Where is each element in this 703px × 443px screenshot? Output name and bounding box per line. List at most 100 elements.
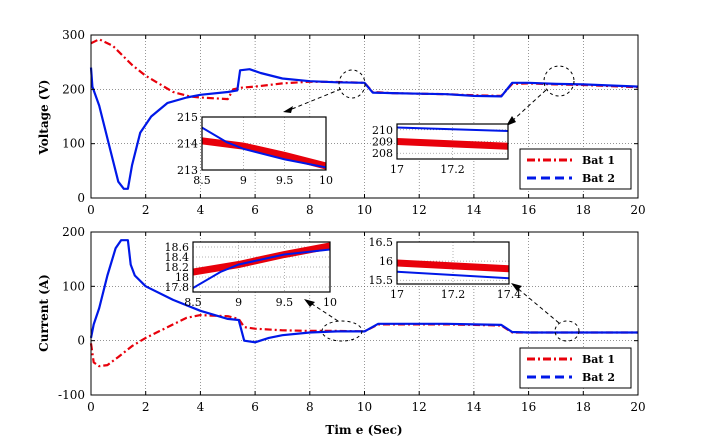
current-y-tick-label: 100 — [62, 279, 85, 293]
current-y-tick-label: -100 — [58, 388, 85, 402]
voltage-legend: Bat 1 Bat 2 — [519, 148, 632, 190]
voltage-x-tick-label: 8 — [306, 203, 314, 217]
voltage-inset-b-y-tick-label: 210 — [372, 124, 393, 137]
current-inset-a-series — [193, 242, 330, 289]
current-x-tick-label: 18 — [576, 400, 591, 414]
voltage-arrowhead-1 — [283, 106, 293, 113]
voltage-inset-a-y-tick-label: 214 — [177, 138, 198, 151]
voltage-arrow-2 — [510, 89, 547, 123]
current-y-tick-label: 0 — [77, 334, 85, 348]
current-inset-a-y-tick-label: 17.8 — [165, 281, 190, 294]
voltage-legend-label-bat2: Bat 2 — [582, 172, 615, 185]
current-x-tick-label: 2 — [142, 400, 150, 414]
current-series — [89, 239, 638, 368]
voltage-x-tick-label: 18 — [576, 203, 591, 217]
current-x-tick-label: 8 — [306, 400, 314, 414]
voltage-inset-b-y-tick-label: 208 — [372, 147, 393, 160]
voltage-inset-a-frame — [201, 116, 327, 171]
voltage-inset-a-x-tick-label: 9 — [240, 174, 247, 187]
current-inset-b-y-tick-label: 15.5 — [369, 274, 394, 287]
voltage-inset-b-x-tick-label: 17.2 — [440, 163, 465, 176]
current-inset-b: 17 17.2 17.4 15.5 16 16.5 — [369, 236, 522, 301]
voltage-inset-a-series — [202, 126, 326, 170]
current-inset-b-x-tick-label: 17 — [390, 288, 404, 301]
current-inset-a-y-tick-label: 18 — [175, 271, 189, 284]
voltage-zoom-circle-2 — [543, 65, 575, 97]
voltage-arrow-1 — [286, 88, 342, 112]
current-legend-box — [519, 347, 632, 389]
voltage-legend-label-bat1: Bat 1 — [582, 154, 615, 167]
current-arrowhead-2 — [511, 283, 522, 291]
current-inset-b-x-tick-label: 17.2 — [441, 288, 466, 301]
current-arrow-1 — [308, 301, 339, 322]
current-inset-a-x-tick-label: 9 — [235, 296, 242, 309]
voltage-inset-b-series-bat1 — [397, 138, 508, 150]
voltage-x-tick-label: 20 — [630, 203, 645, 217]
current-zoom-circle-2 — [554, 320, 580, 342]
current-x-tick-label: 0 — [87, 400, 95, 414]
current-inset-b-series-bat1 — [397, 259, 509, 273]
voltage-inset-a-series-bat2 — [202, 126, 326, 169]
voltage-inset-a-x-tick-label: 8.5 — [193, 174, 211, 187]
voltage-x-tick-label: 0 — [87, 203, 95, 217]
current-legend-label-bat1: Bat 1 — [582, 353, 615, 366]
current-inset-a-y-tick-label: 18.4 — [165, 251, 190, 264]
current-arrow-2 — [515, 286, 560, 324]
voltage-x-tick-label: 10 — [357, 203, 372, 217]
voltage-legend-box — [519, 148, 632, 190]
voltage-inset-a-x-tick-label: 9.5 — [276, 174, 294, 187]
voltage-y-tick-label: 300 — [62, 28, 85, 42]
current-inset-b-x-tick-label: 17.4 — [497, 288, 522, 301]
voltage-series — [89, 38, 639, 190]
voltage-inset-b-y-tick-label: 209 — [372, 136, 393, 149]
voltage-x-tick-label: 4 — [197, 203, 205, 217]
current-inset-a-x-tick-label: 10 — [323, 296, 337, 309]
current-x-tick-label: 6 — [251, 400, 259, 414]
voltage-inset-b-frame — [396, 123, 509, 160]
current-inset-b-series — [397, 259, 509, 280]
current-legend: Bat 1 Bat 2 — [519, 347, 632, 389]
current-inset-b-series-bat2 — [397, 270, 509, 280]
voltage-series-bat2 — [89, 67, 639, 190]
current-series-bat2 — [89, 239, 638, 344]
voltage-x-tick-label: 14 — [466, 203, 482, 217]
voltage-inset-a: 8.5 9 9.5 10 213 214 215 — [177, 111, 333, 187]
voltage-x-tick-label: 2 — [142, 203, 150, 217]
current-inset-a-x-tick-label: 9.5 — [276, 296, 294, 309]
current-legend-label-bat2: Bat 2 — [582, 371, 615, 384]
voltage-x-tick-label: 12 — [412, 203, 427, 217]
current-inset-b-frame — [396, 241, 510, 285]
voltage-y-tick-label: 100 — [62, 137, 85, 151]
voltage-inset-b-x-tick-label: 17 — [390, 163, 404, 176]
current-arrowhead-1 — [304, 299, 315, 307]
current-inset-a-y-tick-label: 18.6 — [165, 241, 190, 254]
current-x-label: Tim e (Sec) — [325, 423, 402, 437]
current-zoom-circle-1 — [321, 320, 363, 342]
current-y-label: Current (A) — [37, 274, 51, 352]
current-inset-a-x-tick-label: 8.5 — [184, 296, 202, 309]
current-inset-b-y-tick-label: 16.5 — [369, 236, 394, 249]
voltage-inset-a-x-tick-label: 10 — [319, 174, 333, 187]
voltage-inset-a-y-tick-label: 215 — [177, 111, 198, 124]
current-x-tick-label: 10 — [357, 400, 372, 414]
current-x-tick-label: 20 — [630, 400, 645, 414]
current-series-bat1 — [89, 314, 638, 368]
voltage-y-label: Voltage (V) — [37, 80, 51, 156]
voltage-zoom-circle-1 — [338, 69, 366, 99]
current-inset-b-y-tick-label: 16 — [379, 255, 393, 268]
voltage-inset-b-series — [397, 126, 508, 150]
current-x-tick-label: 14 — [466, 400, 482, 414]
voltage-y-tick-label: 0 — [77, 191, 85, 205]
voltage-inset-a-y-tick-label: 213 — [177, 164, 198, 177]
current-inset-a-y-tick-label: 18.2 — [165, 261, 190, 274]
voltage-y-tick-label: 200 — [62, 82, 85, 96]
voltage-x-tick-label: 16 — [521, 203, 536, 217]
voltage-inset-a-series-bat1 — [202, 137, 326, 170]
